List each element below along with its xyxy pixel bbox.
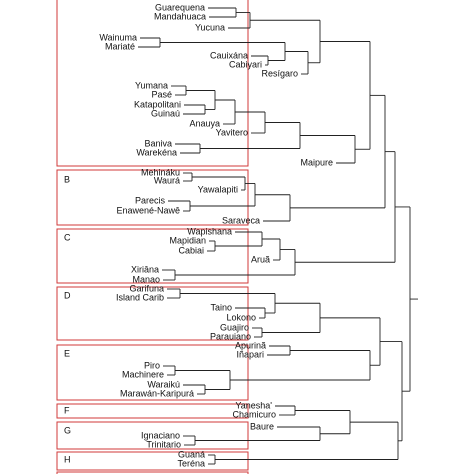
leaf-label: Pasé xyxy=(151,89,172,99)
group-letter: D xyxy=(64,290,71,300)
group-box xyxy=(56,421,249,450)
group-box xyxy=(56,169,249,226)
leaf-label: Aruã xyxy=(251,254,270,264)
leaf-label: Enawené-Nawê xyxy=(116,205,180,215)
group-box xyxy=(56,344,249,401)
leaf-label: Parecis xyxy=(135,195,166,205)
leaf-label: Yavitero xyxy=(216,127,248,137)
leaf-label: Machinere xyxy=(122,369,164,379)
leaf-label: Resígaro xyxy=(261,68,298,78)
leaf-label: Mehináku xyxy=(141,167,180,177)
leaf-label: Guajiro xyxy=(220,322,249,332)
leaf-label: Saraveca xyxy=(222,215,260,225)
leaf-label: Guaná xyxy=(178,449,205,459)
leaf-label: Yanesha' xyxy=(235,400,272,410)
group-letter: B xyxy=(64,174,70,184)
group-letter: H xyxy=(64,454,71,464)
leaf-label: Manao xyxy=(132,274,160,284)
leaf-label: Wainuma xyxy=(99,32,137,42)
leaf-label: Parauiano xyxy=(210,331,251,341)
group-letter: E xyxy=(64,348,70,358)
group-box xyxy=(56,286,249,341)
leaf-label: Wapishana xyxy=(187,226,232,236)
group-box xyxy=(56,228,249,284)
leaf-label: Taino xyxy=(210,302,232,312)
leaf-label: Marawán-Karipurá xyxy=(120,388,194,398)
leaf-label: Maipure xyxy=(300,157,333,167)
leaf-label: Waraikú xyxy=(147,379,180,389)
leaf-label: Xiriâna xyxy=(131,264,159,274)
leaf-label: Chamicuro xyxy=(232,409,276,419)
leaf-label: Anauya xyxy=(189,118,220,128)
group-box xyxy=(56,0,249,167)
leaf-label: Baure xyxy=(250,421,274,431)
leaf-label: Guinaú xyxy=(151,108,180,118)
leaf-label: Yucuna xyxy=(195,22,225,32)
leaf-label: Cabiai xyxy=(178,245,204,255)
leaf-label: Mariaté xyxy=(105,41,135,51)
leaf-label: Ignaciano xyxy=(141,430,180,440)
leaf-label: Katapolitani xyxy=(134,99,181,109)
leaf-label: Piro xyxy=(144,360,160,370)
leaf-label: Baniva xyxy=(144,138,172,148)
leaf-label: Trinitario xyxy=(146,439,181,449)
leaf-label: Mapidian xyxy=(169,235,206,245)
group-letter: C xyxy=(64,232,71,242)
leaf-label: Iñapari xyxy=(236,349,264,359)
leaf-label: Island Carib xyxy=(116,292,164,302)
leaf-label: Guarequena xyxy=(155,2,205,12)
leaf-label: Yawalapiti xyxy=(198,184,238,194)
group-box xyxy=(56,451,249,471)
group-box xyxy=(56,403,249,419)
leaf-label: Warekéna xyxy=(136,147,177,157)
leaf-label: Lokono xyxy=(226,312,256,322)
leaf-label: Apurinã xyxy=(235,340,266,350)
leaf-label: Garifuna xyxy=(129,283,164,293)
group-letter: F xyxy=(64,405,70,415)
leaf-label: Cabiyari xyxy=(229,59,262,69)
group-letter: G xyxy=(64,425,71,435)
leaf-label: Mandahuaca xyxy=(154,11,206,21)
leaf-label: Teréna xyxy=(177,458,205,468)
leaf-label: Cauixána xyxy=(210,50,248,60)
leaf-label: Yumana xyxy=(135,80,168,90)
group-box xyxy=(56,471,249,474)
leaf-label: Waurá xyxy=(154,175,180,185)
